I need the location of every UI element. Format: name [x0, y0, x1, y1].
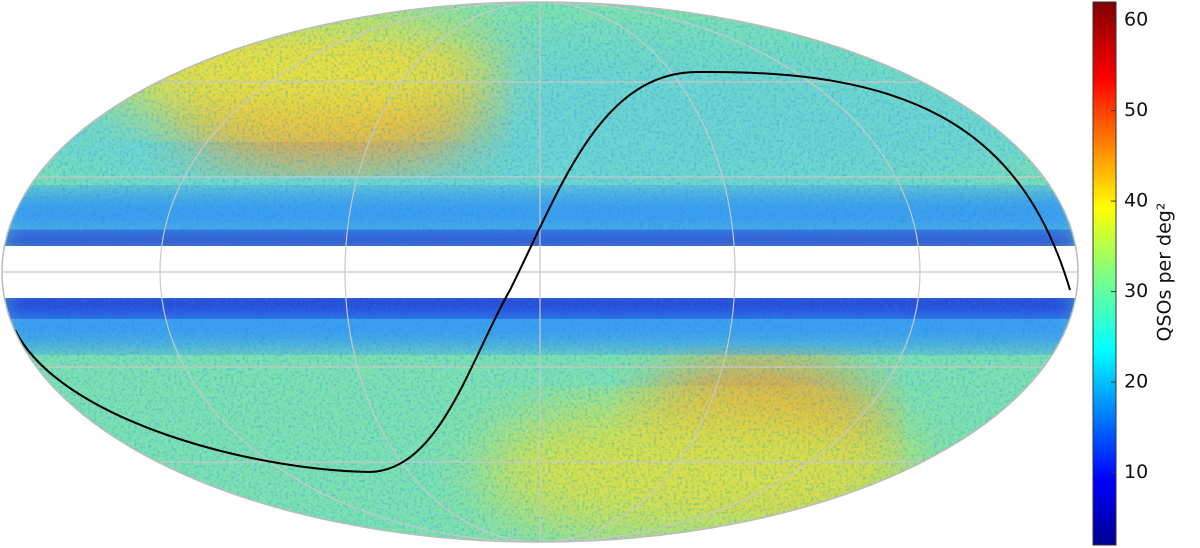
- colorbar-tick-label: 40: [1124, 190, 1148, 212]
- colorbar-tick-label: 50: [1124, 99, 1148, 121]
- colorbar-tick-label: 30: [1124, 280, 1148, 302]
- colorbar-tick-label: 20: [1124, 371, 1148, 393]
- colorbar-label: QSOs per deg²: [1154, 203, 1176, 342]
- colorbar-tick-label: 60: [1124, 9, 1148, 31]
- colorbar: [1092, 1, 1117, 546]
- colorbar-tick-label: 10: [1124, 461, 1148, 483]
- sky-map: [2, 2, 1078, 542]
- map-outline: [1, 1, 1079, 543]
